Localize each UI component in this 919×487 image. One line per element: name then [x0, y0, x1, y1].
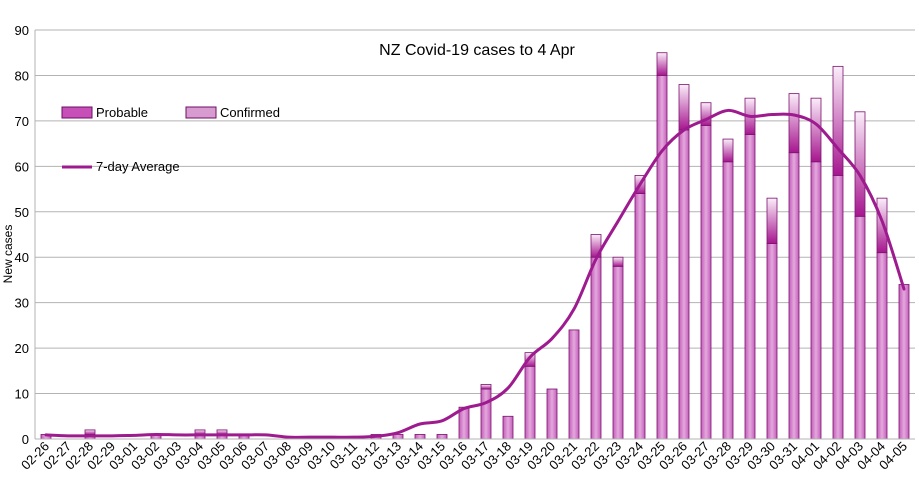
bar-confirmed — [766, 243, 778, 440]
bar-confirmed — [744, 134, 756, 440]
bar-probable — [480, 384, 492, 390]
bar-confirmed — [590, 256, 602, 440]
y-tick-label: 70 — [15, 114, 29, 129]
line-7-day-average — [44, 108, 906, 439]
chart-title: NZ Covid-19 cases to 4 Apr — [379, 42, 575, 59]
bar-confirmed — [612, 265, 624, 440]
bar-confirmed — [414, 434, 426, 440]
bar-confirmed — [656, 75, 668, 440]
bar-confirmed — [854, 215, 866, 440]
y-tick-label: 60 — [15, 159, 29, 174]
bar-probable — [810, 97, 822, 163]
legend-label-confirmed: Confirmed — [220, 105, 280, 120]
bar-confirmed — [788, 152, 800, 440]
y-tick-label: 0 — [22, 432, 29, 447]
bar-probable — [678, 84, 690, 131]
bar-confirmed — [634, 193, 646, 440]
bar-confirmed — [524, 365, 536, 440]
y-tick-label: 80 — [15, 68, 29, 83]
y-axis-label: New cases — [1, 225, 15, 284]
y-tick-label: 20 — [15, 341, 29, 356]
bar-confirmed — [392, 434, 404, 440]
y-tick-label: 30 — [15, 296, 29, 311]
bar-probable — [876, 197, 888, 254]
bar-confirmed — [810, 161, 822, 440]
bar-probable — [722, 138, 734, 163]
bar-confirmed — [678, 129, 690, 440]
bar-confirmed — [898, 284, 910, 440]
bar-probable — [854, 111, 866, 217]
y-tick-label: 10 — [15, 387, 29, 402]
bar-probable — [766, 197, 778, 244]
y-tick-label: 90 — [15, 23, 29, 38]
legend-label-average: 7-day Average — [96, 159, 180, 174]
bar-confirmed — [568, 329, 580, 440]
legend-item-average: 7-day Average — [62, 159, 180, 174]
bar-confirmed — [700, 125, 712, 440]
legend-swatch-probable — [61, 106, 93, 119]
average-line — [44, 108, 906, 439]
x-axis-ticks: 02-2602-2702-2802-2903-0103-0203-0303-04… — [18, 439, 910, 473]
bar-probable — [788, 93, 800, 154]
y-axis-ticks: 0 10 20 30 40 50 60 70 80 90 — [15, 23, 29, 447]
bars — [40, 52, 910, 440]
bar-confirmed — [436, 434, 448, 440]
axes — [34, 30, 915, 440]
bar-confirmed — [480, 388, 492, 440]
legend-item-confirmed: Confirmed — [185, 105, 280, 120]
bar-confirmed — [546, 388, 558, 440]
bar-probable — [612, 256, 624, 267]
bar-probable — [656, 52, 668, 76]
bar-confirmed — [502, 415, 514, 440]
legend-item-probable: Probable — [61, 105, 148, 120]
bar-probable — [84, 429, 96, 435]
legend: Probable Confirmed 7-day Average — [61, 105, 280, 174]
legend-label-probable: Probable — [96, 105, 148, 120]
legend-swatch-confirmed — [185, 106, 217, 119]
bar-probable — [832, 65, 844, 176]
bar-probable — [700, 102, 712, 126]
bar-confirmed — [832, 175, 844, 440]
bar-confirmed — [722, 161, 734, 440]
y-tick-label: 50 — [15, 205, 29, 220]
bar-confirmed — [876, 252, 888, 440]
gridlines — [35, 29, 915, 440]
y-tick-label: 40 — [15, 250, 29, 265]
